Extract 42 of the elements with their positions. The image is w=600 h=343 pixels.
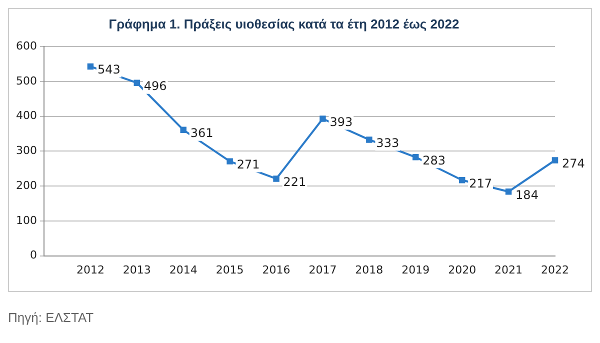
y-tick-label: 200 [16, 178, 37, 192]
y-tick-label: 300 [16, 144, 37, 158]
y-tick-label: 100 [16, 214, 37, 227]
data-label: 361 [190, 126, 214, 140]
text: Πηγή: ΕΛΣΤΑΤ [8, 310, 95, 325]
point [180, 126, 186, 134]
x-tick-label: 2020 [448, 263, 476, 276]
point [412, 154, 419, 160]
point [134, 80, 140, 86]
x-tick-label: 2014 [169, 263, 198, 276]
x-tick-label: 2012 [76, 263, 104, 276]
y-tick-label: 0 [30, 248, 37, 262]
x-tick-label: 2018 [355, 263, 384, 276]
x-tick-label: 2021 [494, 263, 523, 276]
point [226, 158, 233, 164]
data-label: 221 [283, 174, 306, 189]
data-label: 274 [562, 156, 585, 170]
data-label: 393 [330, 114, 353, 129]
data-label: 283 [422, 153, 446, 168]
point [87, 63, 94, 70]
point [458, 177, 466, 184]
x-tick-label: 2017 [308, 263, 337, 276]
data-label: 333 [376, 136, 400, 150]
data-label: 496 [144, 78, 167, 93]
data-label: 271 [236, 157, 260, 172]
point [366, 136, 372, 143]
x-tick-label: 2022 [541, 263, 569, 276]
x-tick-label: 2016 [262, 263, 290, 276]
y-tick-label: 400 [16, 109, 37, 122]
chart-title: Γράφημα 1. Πράξεις υιοθεσίας κατά τα έτη 2012 έως 2022 [108, 16, 460, 32]
x-tick-label: 2019 [402, 263, 430, 276]
x-tick-label: 2015 [216, 263, 244, 276]
data-label: 543 [97, 62, 120, 77]
y-tick-label: 600 [16, 39, 37, 52]
data-label: 217 [469, 176, 492, 190]
point [505, 188, 512, 195]
point [273, 176, 280, 182]
point [552, 157, 558, 164]
point [320, 116, 326, 122]
data-label: 184 [516, 188, 538, 202]
x-tick-label: 2013 [122, 263, 151, 276]
y-tick-label: 500 [16, 74, 37, 88]
